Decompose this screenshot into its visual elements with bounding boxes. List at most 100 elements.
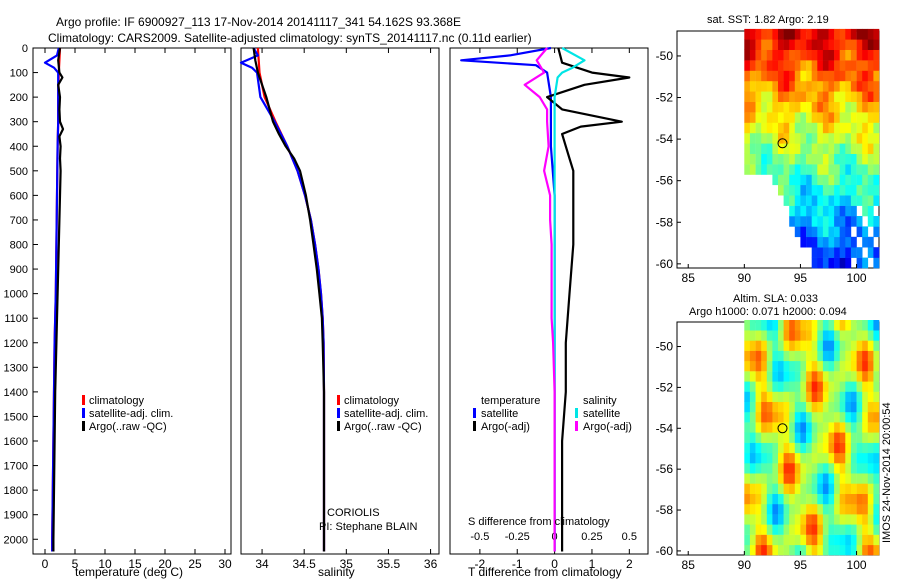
map-cell bbox=[811, 247, 818, 258]
map-cell bbox=[834, 143, 840, 154]
map-cell bbox=[783, 442, 790, 454]
legend-title-temperature: temperature bbox=[481, 395, 540, 407]
map-cell bbox=[766, 391, 773, 402]
map-cell bbox=[856, 132, 863, 144]
map-cell bbox=[850, 49, 857, 61]
map-cell bbox=[772, 91, 779, 102]
map-cell bbox=[839, 360, 846, 372]
map-cell bbox=[828, 452, 835, 464]
map-cell bbox=[839, 463, 846, 474]
map-cell bbox=[783, 28, 790, 40]
map-cell bbox=[839, 236, 846, 248]
map-cell bbox=[845, 195, 852, 206]
map-cell bbox=[850, 184, 857, 196]
map-cell bbox=[867, 195, 874, 206]
map-cell bbox=[749, 493, 756, 505]
map-cell bbox=[862, 483, 869, 494]
map-cell bbox=[811, 534, 818, 546]
y-tick-label: 1300 bbox=[4, 362, 28, 374]
x-tick-label: 34.5 bbox=[293, 557, 317, 571]
map-cell bbox=[873, 381, 880, 392]
temperature-legend: climatology satellite-adj. clim. Argo(..… bbox=[82, 395, 173, 433]
map-cell bbox=[839, 101, 846, 113]
map-cell bbox=[772, 432, 779, 443]
map-cell bbox=[828, 132, 835, 144]
map-cell bbox=[839, 442, 846, 454]
map-cell bbox=[850, 101, 857, 113]
map-cell bbox=[845, 122, 852, 134]
map-cell bbox=[789, 503, 796, 515]
map-cell bbox=[778, 143, 784, 154]
map-cell bbox=[822, 463, 829, 474]
map-cell bbox=[778, 442, 784, 454]
x-tick-label: 0 bbox=[551, 557, 558, 571]
map-cell bbox=[761, 49, 768, 61]
map-cell bbox=[766, 401, 773, 413]
map-cell bbox=[789, 442, 796, 454]
map-cell bbox=[772, 101, 779, 113]
map-cell bbox=[856, 80, 863, 92]
map-cell bbox=[856, 28, 863, 40]
x-tick-label: 25 bbox=[188, 557, 202, 571]
map-cell bbox=[806, 153, 812, 165]
map-cell bbox=[755, 371, 762, 382]
map-cell bbox=[856, 360, 863, 372]
map-cell bbox=[856, 483, 863, 494]
salinity-lines bbox=[239, 47, 326, 552]
map-cell bbox=[811, 184, 818, 196]
y-tick-label: 800 bbox=[10, 240, 28, 252]
map-cell bbox=[862, 257, 869, 269]
map-cell bbox=[744, 401, 751, 413]
x-tick-label: 34 bbox=[255, 557, 269, 571]
x-tick-label: 20 bbox=[158, 557, 172, 571]
map-cell bbox=[794, 39, 801, 50]
map-cell bbox=[778, 184, 784, 196]
map-cell bbox=[867, 463, 874, 474]
map-cell bbox=[772, 524, 779, 535]
map-cell bbox=[766, 112, 773, 123]
map-cell bbox=[811, 112, 818, 123]
map-cell bbox=[755, 452, 762, 464]
map-cell bbox=[867, 132, 874, 144]
map-cell bbox=[761, 503, 768, 515]
map-cell bbox=[839, 132, 846, 144]
map-cell bbox=[761, 381, 768, 392]
map-cell bbox=[867, 143, 874, 154]
map-cell bbox=[811, 205, 818, 217]
y-tick-label: 1100 bbox=[4, 313, 28, 325]
map-cell bbox=[755, 49, 762, 61]
map-cell bbox=[806, 164, 812, 175]
title-line-2: Climatology: CARS2009. Satellite-adjuste… bbox=[48, 31, 532, 45]
map-cell bbox=[873, 401, 880, 413]
map-cell bbox=[778, 91, 784, 102]
map-cell bbox=[794, 360, 801, 372]
map-cell bbox=[834, 112, 840, 123]
map-cell bbox=[828, 112, 835, 123]
map-cell bbox=[749, 534, 756, 546]
map-cell bbox=[744, 473, 751, 484]
map-cell bbox=[817, 28, 824, 40]
map-cell bbox=[850, 503, 857, 515]
map-cell bbox=[778, 544, 784, 556]
y-tick-label: 700 bbox=[10, 215, 28, 227]
map-cell bbox=[867, 236, 874, 248]
map-cell bbox=[794, 401, 801, 413]
map-cell bbox=[839, 122, 846, 134]
map-cell bbox=[862, 143, 869, 154]
map-cell bbox=[834, 247, 840, 258]
map-cell bbox=[822, 39, 829, 50]
map-cell bbox=[778, 350, 784, 362]
map-cell bbox=[845, 153, 852, 165]
map-cell bbox=[862, 153, 869, 165]
map-cell bbox=[794, 80, 801, 92]
map-cell bbox=[822, 432, 829, 443]
map-cell bbox=[845, 432, 852, 443]
map-cell bbox=[828, 236, 835, 248]
map-cell bbox=[850, 391, 857, 402]
map-cell bbox=[794, 195, 801, 206]
map-cell bbox=[839, 143, 846, 154]
map-cell bbox=[749, 143, 756, 154]
map-cell bbox=[811, 350, 818, 362]
map-cell bbox=[766, 432, 773, 443]
map-cell bbox=[828, 411, 835, 423]
